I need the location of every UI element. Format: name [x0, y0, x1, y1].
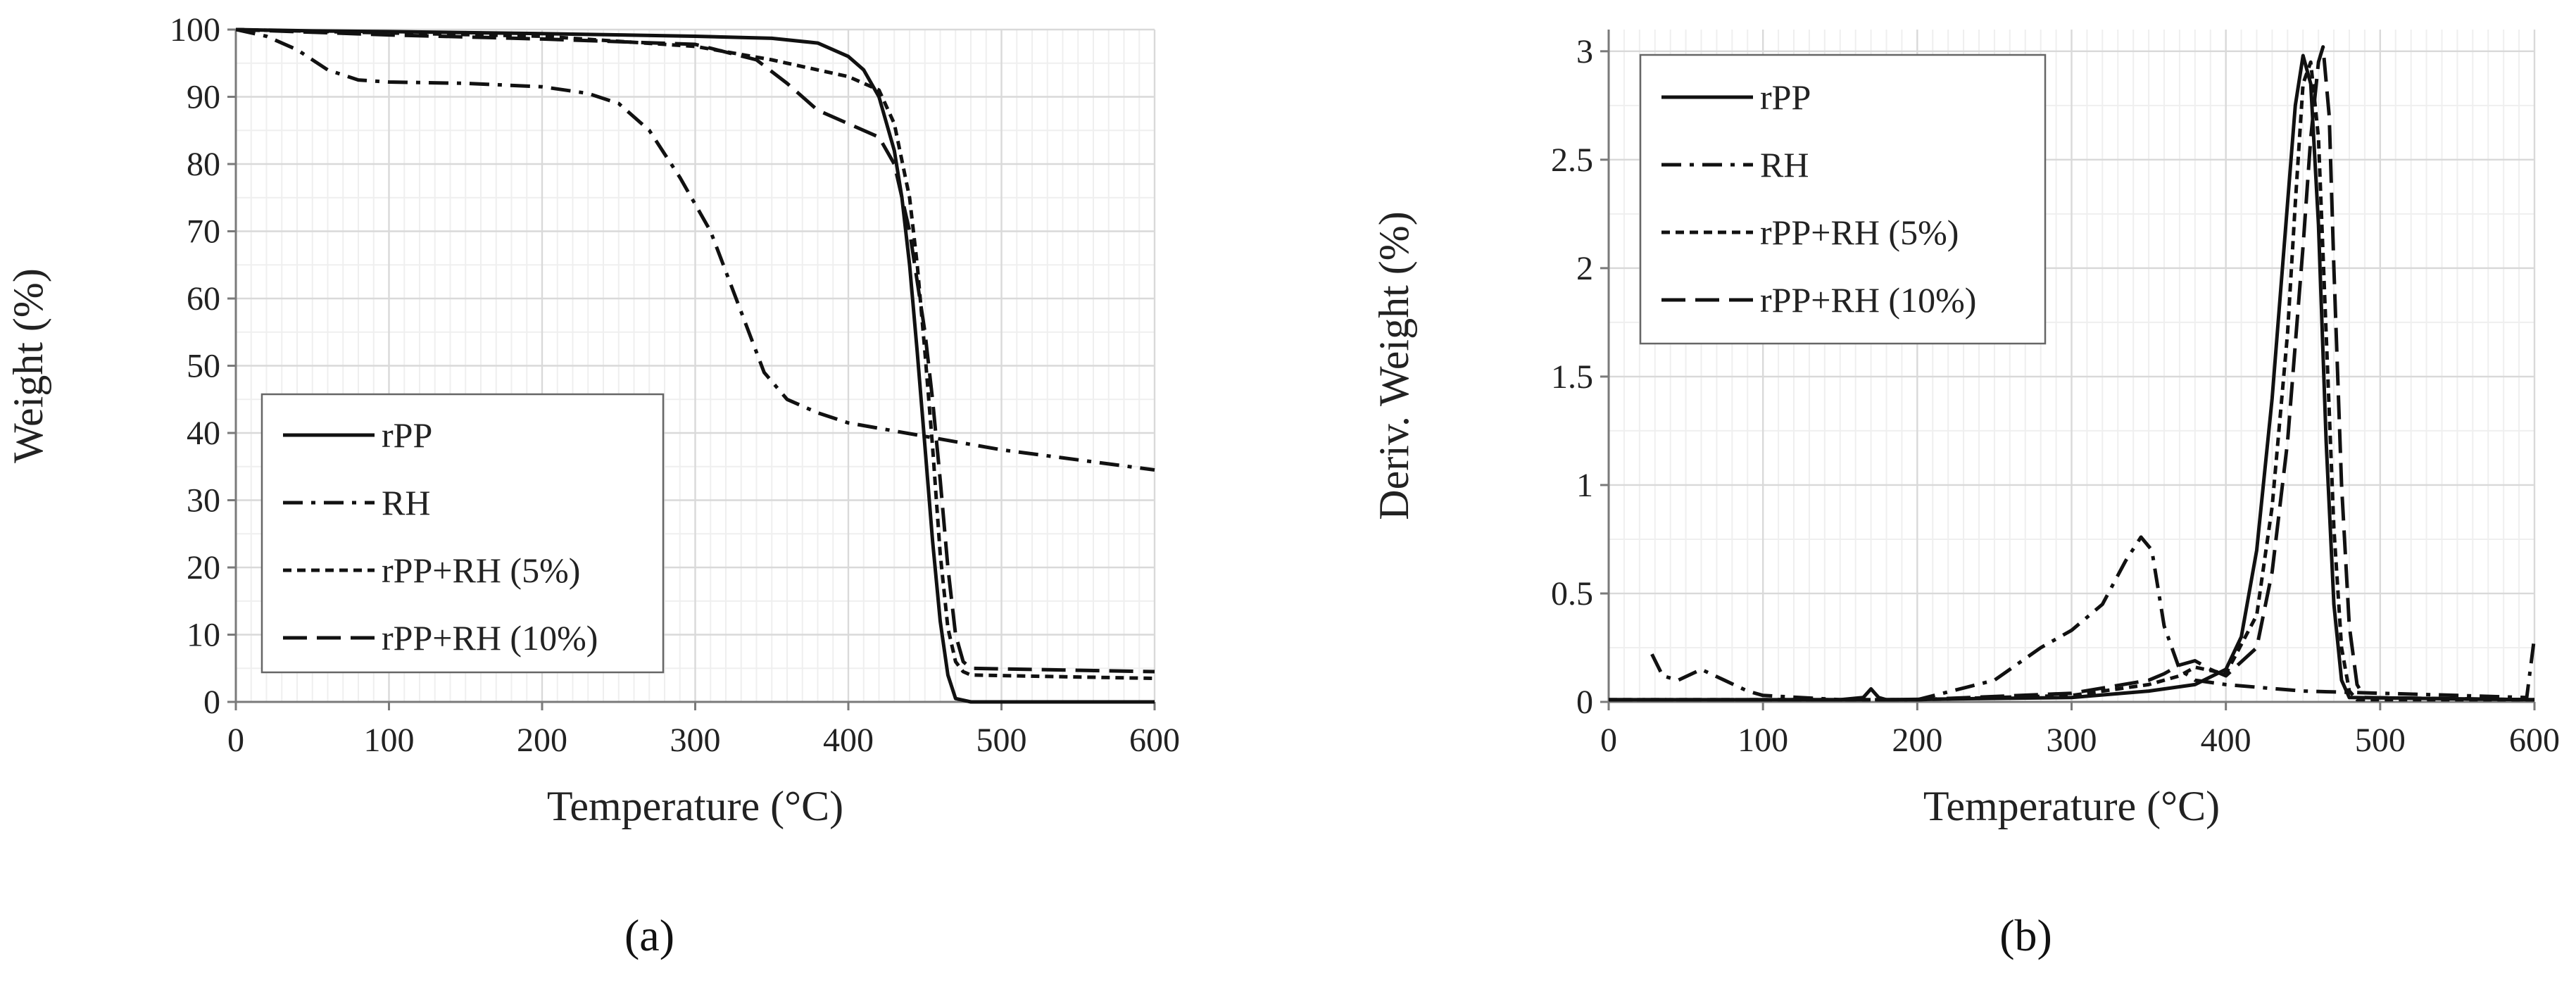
- chart-a-series-rpp: [236, 27, 1155, 704]
- chart-a-y-tick-label: 90: [187, 79, 220, 116]
- chart-b-series-rh: [1650, 535, 2537, 702]
- chart-a-x-axis-title: Temperature (°C): [547, 783, 843, 829]
- chart-b-x-tick-label: 200: [1892, 722, 1942, 759]
- chart-a-y-tick-label: 0: [203, 684, 220, 721]
- chart-b-legend-label: rPP+RH (10%): [1760, 280, 1976, 320]
- chart-a-y-axis-title: Weight (%): [5, 268, 51, 463]
- chart-b-series-rpp-rh-10: [1609, 45, 2535, 702]
- chart-b-legend-label: rPP: [1760, 77, 1811, 117]
- chart-a-y-tick-label: 70: [187, 213, 220, 251]
- chart-b-y-tick-label: 1: [1576, 467, 1593, 504]
- chart-b-y-tick-label: 1.5: [1551, 358, 1593, 396]
- chart-a-y-tick-label: 50: [187, 348, 220, 385]
- chart-a-x-tick-label: 600: [1129, 722, 1180, 759]
- chart-a-x-tick-label: 200: [517, 722, 567, 759]
- chart-a-series-group: [236, 27, 1155, 704]
- chart-a-legend-box: [260, 393, 665, 674]
- chart-a-legend: rPP RH rPP+RH (5%) rPP+RH (10%): [260, 393, 665, 674]
- chart-b-x-tick-label: 500: [2355, 722, 2406, 759]
- chart-a-legend-label: rPP: [382, 415, 432, 455]
- chart-a-legend-label: rPP+RH (10%): [382, 618, 598, 658]
- chart-b-x-tick-label: 600: [2509, 722, 2560, 759]
- chart-b-y-tick-label: 0.5: [1551, 575, 1593, 612]
- chart-a-y-tick-label: 80: [187, 146, 220, 183]
- chart-a-y-tick-label: 30: [187, 482, 220, 520]
- chart-b-x-tick-label: 400: [2201, 722, 2251, 759]
- chart-a-series-rh: [236, 27, 1155, 472]
- chart-b-x-tick-label: 0: [1600, 722, 1617, 759]
- chart-b-y-tick-label: 2.5: [1551, 142, 1593, 179]
- chart-a-x-tick-label: 500: [976, 722, 1027, 759]
- chart-a-y-tick-label: 20: [187, 549, 220, 586]
- chart-b-legend-label: rPP+RH (5%): [1760, 213, 1959, 252]
- chart-a-x-tick-label: 300: [670, 722, 721, 759]
- chart-b-y-axis-title: Deriv. Weight (%): [1371, 211, 1417, 520]
- chart-b-y-tick-label: 2: [1576, 250, 1593, 287]
- chart-a-x-tick-label: 400: [823, 722, 874, 759]
- chart-a-y-tick-label: 100: [170, 11, 220, 49]
- chart-a-series-rpp-rh-10: [236, 27, 1155, 674]
- chart-b-y-tick-label: 3: [1576, 33, 1593, 70]
- chart-a-y-tick-label: 40: [187, 415, 220, 452]
- chart-a-panel-label: (a): [624, 910, 674, 960]
- chart-b-series-rpp: [1609, 54, 2535, 702]
- chart-a-y-tick-label: 60: [187, 280, 220, 318]
- chart-b-legend-label: RH: [1760, 145, 1809, 184]
- chart-b-x-tick-label: 300: [2047, 722, 2097, 759]
- chart-a-weight: 0 100 200 300 400 500 600 0 10 20 30 40 50 60 70 80 90 10…: [5, 11, 1180, 960]
- chart-b-x-tick-label: 100: [1738, 722, 1788, 759]
- chart-a-series-rpp-rh-5: [236, 27, 1155, 681]
- chart-a-x-tick-label: 100: [364, 722, 415, 759]
- chart-b-series-group: [1609, 45, 2537, 702]
- chart-a-y-tick-label: 10: [187, 617, 220, 654]
- chart-b-y-tick-label: 0: [1576, 684, 1593, 721]
- chart-b-legend-box: [1639, 54, 2047, 345]
- chart-a-legend-label: rPP+RH (5%): [382, 551, 580, 590]
- chart-b-deriv-weight: 0 100 200 300 400 500 600 0 0.5 1 1.5 2 2.5 3 Temperat…: [1371, 30, 2560, 960]
- chart-a-legend-label: RH: [382, 483, 430, 522]
- chart-b-legend: rPP RH rPP+RH (5%) rPP+RH (10%): [1639, 54, 2047, 345]
- chart-b-x-axis-title: Temperature (°C): [1923, 783, 2220, 829]
- chart-a-x-tick-label: 0: [227, 722, 244, 759]
- chart-b-panel-label: (b): [1999, 910, 2052, 960]
